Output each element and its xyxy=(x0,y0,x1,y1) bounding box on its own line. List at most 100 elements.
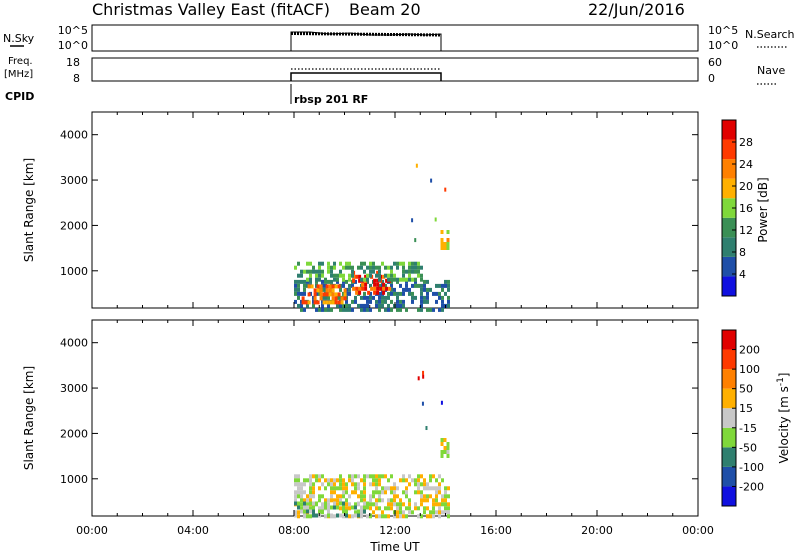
power-data-cell xyxy=(318,291,321,296)
velocity-data-cell xyxy=(339,498,342,503)
power-data-cell xyxy=(369,291,372,296)
power-data-cell xyxy=(321,279,324,284)
power-data-cell xyxy=(384,283,387,288)
power-data-cell xyxy=(447,279,450,284)
power-data-cell xyxy=(440,230,444,234)
velocity-data-cell xyxy=(327,509,330,514)
power-data-cell xyxy=(328,300,332,305)
power-data-cell xyxy=(343,288,347,293)
velocity-data-cell xyxy=(354,513,357,518)
power-data-cell xyxy=(423,295,426,300)
velocity-data-cell xyxy=(426,482,429,487)
power-data-cell xyxy=(417,307,420,312)
velocity-data-cell xyxy=(447,510,450,515)
power-data-cell xyxy=(387,291,390,296)
velocity-data-cell xyxy=(411,510,414,515)
power-data-cell xyxy=(345,279,348,284)
velocity-data-cell xyxy=(381,474,384,479)
power-data-cell xyxy=(446,238,450,242)
power-colorbar-segment xyxy=(722,139,736,160)
velocity-data-cell xyxy=(330,478,333,483)
power-data-cell xyxy=(300,291,303,296)
velocity-y-tick-label: 3000 xyxy=(60,382,88,395)
velocity-colorbar-label-close: ] xyxy=(777,373,791,378)
power-y-axis-label: Slant Range [km] xyxy=(22,158,36,262)
power-data-cell xyxy=(378,299,381,304)
velocity-data-cell xyxy=(360,478,363,483)
velocity-data-cell xyxy=(348,474,351,479)
power-data-cell xyxy=(378,265,381,270)
x-tick-label: 16:00 xyxy=(480,524,512,537)
nsky-tick-bottom: 10^0 xyxy=(58,39,88,52)
power-data-cell xyxy=(324,277,327,282)
power-data-cell xyxy=(327,269,330,274)
power-data-cell xyxy=(447,283,450,288)
power-data-cell xyxy=(390,273,393,278)
power-data-cell xyxy=(313,288,317,293)
x-axis-label: Time UT xyxy=(369,540,420,554)
velocity-data-cell xyxy=(443,450,447,454)
velocity-data-cell xyxy=(363,505,366,510)
velocity-data-cell xyxy=(363,478,366,483)
power-data-cell xyxy=(420,295,423,300)
velocity-data-cell xyxy=(384,474,387,479)
power-data-cell xyxy=(411,295,414,300)
velocity-data-cell xyxy=(396,494,399,499)
power-data-cell xyxy=(420,287,423,292)
power-data-cell xyxy=(384,307,387,312)
velocity-data-cell xyxy=(351,478,354,483)
power-data-cell xyxy=(423,279,426,284)
power-data-cell xyxy=(376,286,380,291)
velocity-data-cell xyxy=(342,505,345,510)
velocity-data-cell xyxy=(393,502,396,507)
velocity-data-cell xyxy=(345,502,348,507)
velocity-data-cell xyxy=(309,501,312,506)
power-data-cell xyxy=(348,265,351,270)
power-data-cell xyxy=(417,269,420,274)
velocity-data-cell xyxy=(318,478,321,483)
power-data-cell xyxy=(334,296,338,301)
power-data-cell xyxy=(414,238,417,243)
velocity-data-cell xyxy=(417,482,420,487)
power-data-cell xyxy=(358,286,362,291)
power-data-cell xyxy=(306,261,309,266)
velocity-data-cell xyxy=(435,498,438,503)
velocity-data-cell xyxy=(417,478,420,483)
velocity-data-cell xyxy=(423,478,426,483)
velocity-data-cell xyxy=(345,482,348,487)
velocity-data-cell xyxy=(396,506,399,511)
power-colorbar-segment xyxy=(722,237,736,257)
power-data-cell xyxy=(435,283,438,288)
velocity-data-cell xyxy=(408,502,411,507)
power-data-cell xyxy=(303,307,306,312)
velocity-data-cell xyxy=(393,498,396,503)
velocity-data-cell xyxy=(336,505,339,510)
power-data-cell xyxy=(364,282,368,287)
power-data-cell xyxy=(318,273,321,278)
velocity-data-cell xyxy=(393,486,396,491)
velocity-data-cell xyxy=(312,490,315,495)
velocity-data-cell xyxy=(438,510,441,515)
velocity-data-cell xyxy=(321,482,324,487)
nave-tick-top: 60 xyxy=(708,56,722,69)
power-data-cell xyxy=(420,273,423,278)
velocity-data-cell xyxy=(342,486,345,491)
velocity-data-cell xyxy=(312,474,315,479)
power-data-cell xyxy=(441,299,444,304)
velocity-data-cell xyxy=(423,498,426,503)
velocity-data-cell xyxy=(421,401,424,406)
power-data-cell xyxy=(438,283,441,288)
velocity-data-cell xyxy=(327,498,330,503)
velocity-data-cell xyxy=(309,506,312,511)
power-data-cell xyxy=(327,307,330,312)
velocity-data-cell xyxy=(339,482,342,487)
power-data-cell xyxy=(336,277,339,282)
power-data-cell xyxy=(396,261,399,266)
nsearch-tick-bottom: 10^0 xyxy=(708,39,738,52)
power-data-cell xyxy=(333,265,336,270)
velocity-data-cell xyxy=(426,494,429,499)
velocity-data-cell xyxy=(366,474,369,479)
power-data-cell xyxy=(327,279,330,284)
power-data-cell xyxy=(390,291,393,296)
